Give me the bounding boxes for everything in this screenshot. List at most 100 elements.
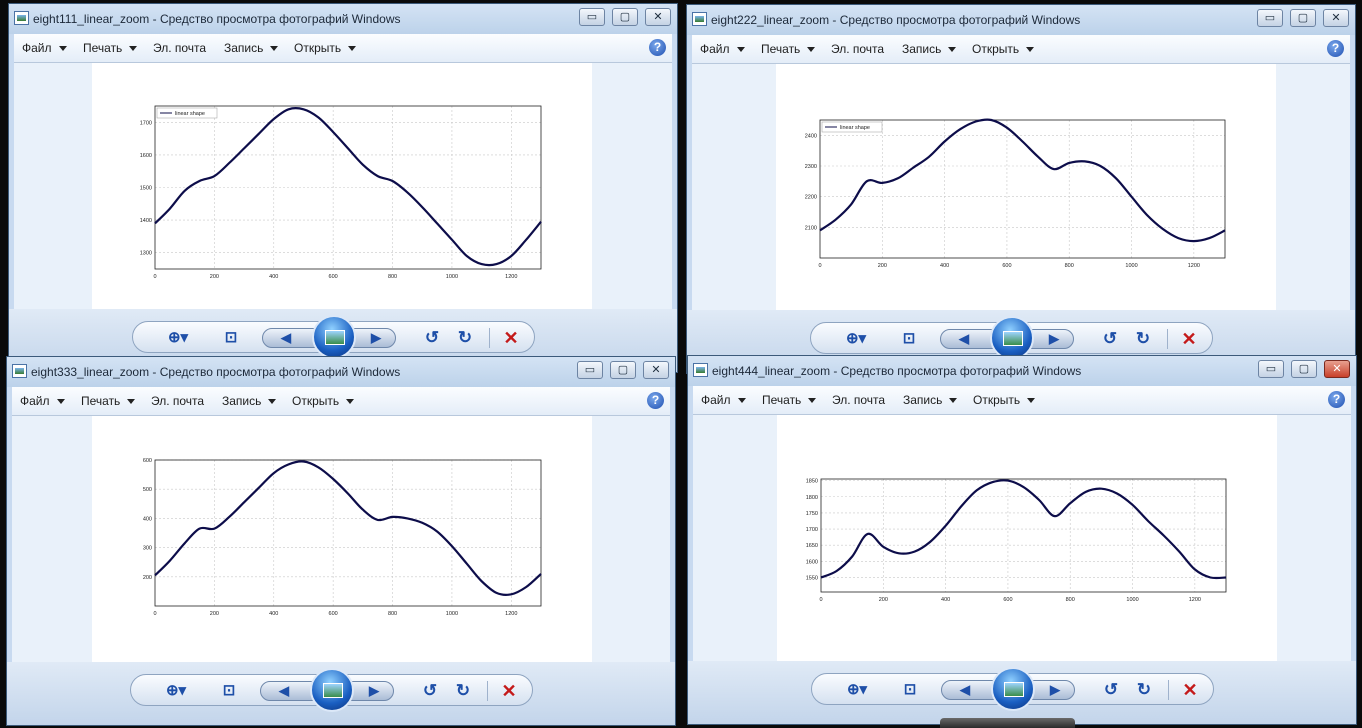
- slideshow-button[interactable]: [991, 667, 1035, 711]
- maximize-icon: ▢: [617, 364, 629, 376]
- title-bar[interactable]: eight444_linear_zoom - Средство просмотр…: [688, 356, 1356, 386]
- menu-email[interactable]: Эл. почта: [832, 386, 885, 414]
- fit-window-icon: ⊡: [224, 329, 238, 346]
- previous-button[interactable]: ◀: [952, 679, 978, 701]
- rotate-ccw-icon: ↺: [1103, 680, 1119, 699]
- previous-button[interactable]: ◀: [951, 328, 977, 350]
- maximize-button[interactable]: ▢: [1290, 9, 1316, 27]
- chevron-down-icon: [270, 46, 279, 52]
- menu-open[interactable]: Открыть: [972, 35, 1035, 63]
- menu-email[interactable]: Эл. почта: [151, 387, 204, 415]
- slideshow-button[interactable]: [310, 668, 354, 712]
- next-button[interactable]: ▶: [1042, 679, 1068, 701]
- minimize-button[interactable]: ▭: [579, 8, 605, 26]
- menu-print-label: Печать: [761, 42, 801, 56]
- help-icon[interactable]: ?: [647, 392, 664, 409]
- menu-file[interactable]: Файл: [20, 387, 65, 415]
- delete-button[interactable]: ✕: [496, 680, 522, 702]
- slideshow-button[interactable]: [990, 316, 1034, 360]
- menu-burn[interactable]: Запись: [902, 35, 957, 63]
- menu-print[interactable]: Печать: [761, 35, 816, 63]
- photo-viewer-window-1[interactable]: eight111_linear_zoom - Средство просмотр…: [8, 3, 678, 373]
- previous-button[interactable]: ◀: [271, 680, 297, 702]
- menu-file[interactable]: Файл: [701, 386, 746, 414]
- help-icon[interactable]: ?: [1328, 391, 1345, 408]
- plot-frame: [820, 478, 1227, 593]
- zoom-button[interactable]: ⊕▾: [161, 327, 195, 349]
- chevron-down-icon: [1026, 47, 1035, 53]
- delete-button[interactable]: ✕: [498, 327, 524, 349]
- fit-window-button[interactable]: ⊡: [216, 680, 242, 702]
- next-icon: ▶: [1050, 682, 1060, 697]
- close-button[interactable]: ✕: [645, 8, 671, 26]
- delete-button[interactable]: ✕: [1177, 679, 1203, 701]
- plot-frame: [819, 119, 1226, 259]
- chart-image: 0 200 400 600 800 1000 1200 1300 1400 1500 1600 170…: [92, 63, 592, 309]
- close-button[interactable]: ✕: [643, 361, 669, 379]
- next-button[interactable]: ▶: [1041, 328, 1067, 350]
- next-button[interactable]: ▶: [363, 327, 389, 349]
- close-button[interactable]: ✕: [1324, 360, 1350, 378]
- x-tick-label: 400: [269, 274, 278, 280]
- zoom-button[interactable]: ⊕▾: [840, 679, 874, 701]
- rotate-cw-button[interactable]: ↻: [1131, 679, 1157, 701]
- x-tick-label: 800: [388, 274, 397, 280]
- photo-viewer-window-2[interactable]: eight222_linear_zoom - Средство просмотр…: [686, 4, 1356, 374]
- maximize-button[interactable]: ▢: [1291, 360, 1317, 378]
- menu-open[interactable]: Открыть: [292, 387, 355, 415]
- title-bar[interactable]: eight222_linear_zoom - Средство просмотр…: [687, 5, 1355, 35]
- fit-window-button[interactable]: ⊡: [218, 327, 244, 349]
- menu-burn[interactable]: Запись: [903, 386, 958, 414]
- minimize-button[interactable]: ▭: [1258, 360, 1284, 378]
- help-icon[interactable]: ?: [1327, 40, 1344, 57]
- maximize-button[interactable]: ▢: [610, 361, 636, 379]
- menu-file[interactable]: Файл: [700, 35, 745, 63]
- menu-burn[interactable]: Запись: [224, 34, 279, 62]
- maximize-icon: ▢: [1298, 363, 1310, 375]
- rotate-cw-button[interactable]: ↻: [1130, 328, 1156, 350]
- rotate-ccw-button[interactable]: ↺: [1098, 679, 1124, 701]
- menu-open[interactable]: Открыть: [294, 34, 357, 62]
- delete-button[interactable]: ✕: [1176, 328, 1202, 350]
- menu-burn[interactable]: Запись: [222, 387, 277, 415]
- zoom-button[interactable]: ⊕▾: [839, 328, 873, 350]
- rotate-ccw-button[interactable]: ↺: [419, 327, 445, 349]
- help-icon[interactable]: ?: [649, 39, 666, 56]
- x-tick-label: 0: [153, 611, 156, 617]
- minimize-button[interactable]: ▭: [1257, 9, 1283, 27]
- y-tick-label: 1850: [806, 479, 818, 485]
- title-bar[interactable]: eight333_linear_zoom - Средство просмотр…: [7, 357, 675, 387]
- next-button[interactable]: ▶: [361, 680, 387, 702]
- menu-open[interactable]: Открыть: [973, 386, 1036, 414]
- minimize-button[interactable]: ▭: [577, 361, 603, 379]
- rotate-ccw-button[interactable]: ↺: [417, 680, 443, 702]
- maximize-icon: ▢: [1297, 12, 1309, 24]
- menu-print[interactable]: Печать: [762, 386, 817, 414]
- taskbar-fragment: [940, 718, 1075, 728]
- photo-viewer-window-4[interactable]: eight444_linear_zoom - Средство просмотр…: [687, 355, 1357, 725]
- legend-label: linear shape: [840, 125, 870, 131]
- menu-email[interactable]: Эл. почта: [153, 34, 206, 62]
- previous-button[interactable]: ◀: [273, 327, 299, 349]
- x-tick-label: 0: [818, 263, 821, 269]
- close-button[interactable]: ✕: [1323, 9, 1349, 27]
- photo-viewer-icon: [692, 12, 707, 26]
- fit-window-button[interactable]: ⊡: [897, 679, 923, 701]
- rotate-cw-button[interactable]: ↻: [450, 680, 476, 702]
- menu-print[interactable]: Печать: [81, 387, 136, 415]
- menu-file-label: Файл: [700, 42, 730, 56]
- zoom-button[interactable]: ⊕▾: [159, 680, 193, 702]
- menu-print[interactable]: Печать: [83, 34, 138, 62]
- title-bar[interactable]: eight111_linear_zoom - Средство просмотр…: [9, 4, 677, 34]
- rotate-cw-button[interactable]: ↻: [452, 327, 478, 349]
- y-tick-label: 2100: [805, 225, 817, 231]
- menu-email[interactable]: Эл. почта: [831, 35, 884, 63]
- maximize-button[interactable]: ▢: [612, 8, 638, 26]
- rotate-ccw-button[interactable]: ↺: [1097, 328, 1123, 350]
- photo-viewer-window-3[interactable]: eight333_linear_zoom - Средство просмотр…: [6, 356, 676, 726]
- fit-window-button[interactable]: ⊡: [896, 328, 922, 350]
- menu-file[interactable]: Файл: [22, 34, 67, 62]
- zoom-icon: ⊕▾: [845, 330, 867, 347]
- window-title: eight222_linear_zoom - Средство просмотр…: [711, 13, 1081, 27]
- slideshow-button[interactable]: [312, 315, 356, 359]
